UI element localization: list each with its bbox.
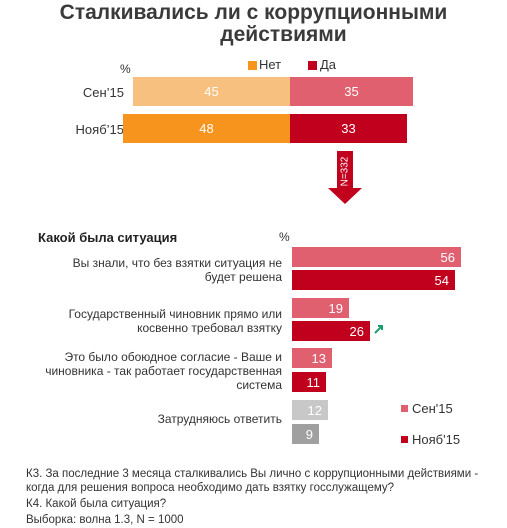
chart-title-line1: Сталкивались ли с коррупционными [59,1,448,24]
bar-knew-nov15: 54 [292,270,455,290]
top-unit-label: % [120,62,131,76]
chart-title-line2: действиями [220,23,347,46]
bar-unsure-sep15: 12 [292,400,328,420]
legend-swatch-nov15 [401,436,408,443]
bottom-unit-label: % [279,230,290,244]
bar-knew-sep15: 56 [292,247,461,267]
row-label-sep15: Сен’15 [82,85,124,100]
down-arrowhead-icon [328,188,362,204]
legend-label-nov15: Нояб'15 [412,432,461,447]
bar-mutual-sep15: 13 [292,348,332,368]
bar-nov15-net: 48 [123,114,290,143]
category-label-unsure: Затрудняюсь ответить [157,412,282,426]
bar-nov15-da: 33 [290,114,407,143]
category-label-demanded: Государственный чиновник прямо или косве… [68,307,282,335]
footnote-q3-line1: К3. За последние 3 месяца сталкивались В… [26,468,479,480]
bar-demanded-sep15: 19 [292,298,349,318]
legend-label-da: Да [320,57,337,72]
down-arrow-icon [337,151,353,191]
bar-sep15-net: 45 [133,77,290,106]
sample-size-label: N=332 [339,156,351,186]
bar-unsure-nov15: 9 [292,424,319,444]
increase-arrow-icon [374,325,383,334]
footnote-sample: Выборка: волна 1.3, N = 1000 [26,514,184,526]
footnote-q4: К4. Какой была ситуация? [26,498,167,510]
bar-demanded-nov15: 26 [292,321,370,341]
bar-sep15-da: 35 [290,77,413,106]
category-label-knew: Вы знали, что без взятки ситуация не буд… [72,256,282,284]
footnote-q3-line2: когда для решения вопроса необходимо дат… [26,482,395,494]
legend-swatch-sep15 [401,405,408,412]
category-label-mutual: Это было обоюдное согласие - Ваше и чино… [45,350,282,392]
bar-mutual-nov15: 11 [292,372,326,392]
legend-swatch-da [308,61,317,70]
situation-subtitle: Какой была ситуация [38,230,178,245]
legend-label-net: Нет [259,57,282,72]
legend-label-sep15: Сен'15 [412,401,453,416]
legend-swatch-net [248,61,257,70]
row-label-nov15: Нояб’15 [75,122,124,137]
